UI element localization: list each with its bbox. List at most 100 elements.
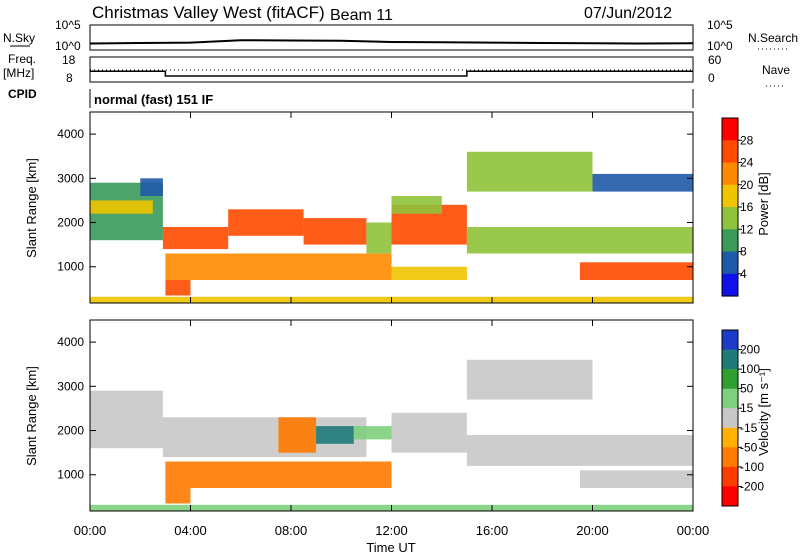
power-region-4 xyxy=(228,209,304,236)
nave-tick-hi: 60 xyxy=(708,53,722,67)
power-cbar-swatch-5 xyxy=(722,229,738,253)
power-ylabel: Slant Range [km] xyxy=(24,158,39,258)
velocity-region-9 xyxy=(466,359,593,400)
axis-ticks: 1000 2000 3000 4000 1000 2000 3000 4000 00:00 04:… xyxy=(57,112,709,538)
xlabel: Time UT xyxy=(366,540,415,554)
xtick-label-5: 20:00 xyxy=(576,523,609,538)
power-region-15 xyxy=(592,173,693,192)
velocity-ylabel: Slant Range [km] xyxy=(24,366,39,466)
velocity-cbar-tick-label-4: -15 xyxy=(740,421,758,435)
power-cbar-swatch-0 xyxy=(722,118,738,141)
xtick-label-4: 16:00 xyxy=(476,523,509,538)
velocity-ytick-label-0: 1000 xyxy=(57,468,84,482)
power-region-6 xyxy=(165,253,392,280)
freq-series xyxy=(90,70,693,77)
power-region-5 xyxy=(303,218,367,245)
power-region-3 xyxy=(162,227,229,250)
xtick-label-0: 00:00 xyxy=(74,523,107,538)
power-cbar-tick-label-0: 28 xyxy=(740,133,754,147)
power-ytick-label-0: 1000 xyxy=(57,260,84,274)
velocity-cbar-swatch-3 xyxy=(722,388,738,409)
power-cbar-swatch-1 xyxy=(722,140,738,164)
noise-series xyxy=(89,39,694,45)
velocity-cbar-swatch-2 xyxy=(722,369,738,390)
velocity-cbar-tick-label-0: 200 xyxy=(740,343,760,357)
velocity-colorbar: 200 100 50 15 -15 -50 -100 -200 xyxy=(721,329,764,507)
xtick-label-6: 00:00 xyxy=(677,523,710,538)
velocity-cbar-swatch-7 xyxy=(722,466,738,487)
power-colorbar: 28 24 20 16 12 8 4 xyxy=(721,117,754,297)
velocity-cbar-swatch-1 xyxy=(722,349,738,370)
velocity-cbar-swatch-6 xyxy=(722,447,738,468)
velocity-ytick-label-3: 4000 xyxy=(57,335,84,349)
date-label: 07/Jun/2012 xyxy=(584,5,672,22)
velocity-colorbar-label: Velocity [m s⁻¹] xyxy=(756,368,771,456)
velocity-cbar-tick-label-3: 15 xyxy=(740,401,754,415)
velocity-ytick-label-2: 3000 xyxy=(57,379,84,393)
cpid-label: CPID xyxy=(8,87,37,101)
power-cbar-tick-label-2: 20 xyxy=(740,178,754,192)
xtick-label-2: 08:00 xyxy=(275,523,308,538)
freq-tick-hi: 18 xyxy=(62,53,76,67)
velocity-cbar-tick-label-1: 100 xyxy=(740,362,760,376)
freq-unit-label: [MHz] xyxy=(3,66,34,80)
noise-strip xyxy=(89,24,694,51)
velocity-ytick-label-1: 2000 xyxy=(57,424,84,438)
power-ytick-label-1: 2000 xyxy=(57,216,84,230)
nsky-line xyxy=(89,39,694,45)
power-colorbar-label: Power [dB] xyxy=(756,172,771,236)
power-cbar-swatch-7 xyxy=(722,273,738,297)
velocity-region-5 xyxy=(316,426,354,444)
velocity-region-3 xyxy=(165,488,191,504)
noise-tick-lo-right: 10^0 xyxy=(707,39,733,53)
power-region-2 xyxy=(140,178,163,196)
power-cbar-tick-label-1: 24 xyxy=(740,156,754,170)
power-cbar-swatch-3 xyxy=(722,184,738,208)
power-region-8 xyxy=(366,222,392,254)
velocity-cbar-tick-label-2: 50 xyxy=(740,382,754,396)
velocity-heatmap xyxy=(90,359,693,511)
velocity-region-6 xyxy=(353,426,392,440)
cpid-text: normal (fast) 151 IF xyxy=(94,92,213,107)
freq-tick-lo: 8 xyxy=(66,71,73,85)
power-region-10 xyxy=(391,196,442,214)
power-cbar-tick-label-3: 16 xyxy=(740,200,754,214)
nsearch-label: N.Search xyxy=(748,31,798,45)
velocity-cbar-swatch-4 xyxy=(722,408,738,429)
velocity-region-0 xyxy=(90,390,163,449)
nave-tick-lo: 0 xyxy=(708,71,715,85)
station-title: Christmas Valley West (fitACF) xyxy=(92,3,325,22)
power-cbar-tick-label-6: 4 xyxy=(740,267,747,281)
noise-tick-hi-left: 10^5 xyxy=(55,18,81,32)
power-region-7 xyxy=(165,280,191,296)
velocity-cbar-frame xyxy=(721,329,739,507)
noise-tick-lo-left: 10^0 xyxy=(55,39,81,53)
power-ytick-label-3: 4000 xyxy=(57,127,84,141)
velocity-cbar-swatch-0 xyxy=(722,330,738,351)
power-cbar-tick-label-4: 12 xyxy=(740,222,754,236)
velocity-region-8 xyxy=(466,435,693,466)
velocity-cbar-tick-label-7: -200 xyxy=(740,479,764,493)
freq-label: Freq. xyxy=(8,52,36,66)
power-heatmap xyxy=(90,151,693,303)
power-region-1 xyxy=(90,200,153,214)
velocity-cbar-swatch-8 xyxy=(722,486,738,507)
power-ytick-label-2: 3000 xyxy=(57,171,84,185)
nsky-label: N.Sky xyxy=(3,31,35,45)
power-region-13 xyxy=(466,151,593,192)
power-cbar-swatch-2 xyxy=(722,162,738,186)
freq-line xyxy=(90,70,693,77)
velocity-cbar-tick-label-5: -50 xyxy=(740,440,758,454)
power-cbar-swatch-6 xyxy=(722,251,738,275)
power-cbar-swatch-4 xyxy=(722,207,738,230)
power-region-11 xyxy=(391,266,467,280)
velocity-region-2 xyxy=(165,461,392,488)
power-cbar-tick-label-5: 8 xyxy=(740,245,747,259)
nave-label: Nave xyxy=(762,63,790,77)
noise-tick-hi-right: 10^5 xyxy=(707,18,733,32)
velocity-region-7 xyxy=(391,412,467,453)
velocity-cbar-tick-label-6: -100 xyxy=(740,460,764,474)
power-region-12 xyxy=(466,227,693,254)
velocity-cbar-swatch-5 xyxy=(722,427,738,448)
